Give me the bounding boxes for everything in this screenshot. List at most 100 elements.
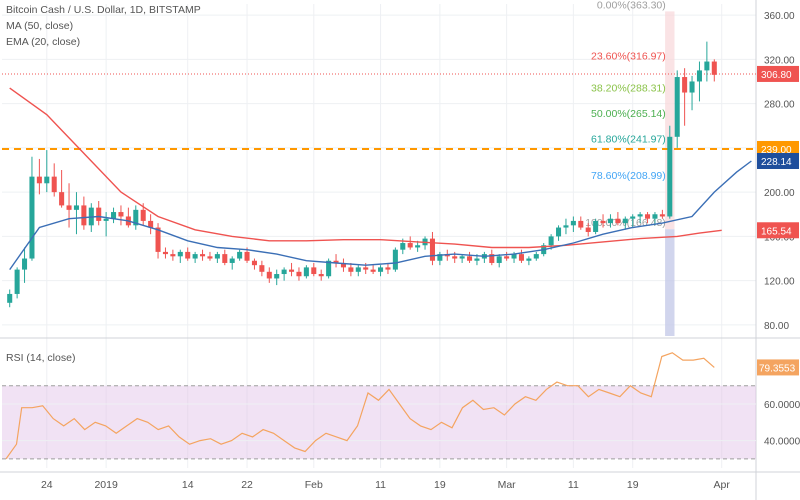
candle-body bbox=[289, 269, 295, 272]
candle-body bbox=[237, 251, 243, 259]
candle-body bbox=[81, 205, 87, 226]
candle-body bbox=[711, 61, 717, 75]
candle-body bbox=[103, 218, 109, 221]
candle-body bbox=[303, 267, 309, 277]
candle-body bbox=[363, 267, 369, 270]
x-tick-label: 24 bbox=[41, 479, 53, 491]
candle-body bbox=[674, 77, 680, 137]
fib-range-up bbox=[665, 11, 675, 230]
candle-body bbox=[682, 77, 688, 93]
candle-body bbox=[645, 214, 651, 219]
candle-body bbox=[556, 227, 562, 237]
price-tag-text: 165.54 bbox=[761, 226, 792, 237]
rsi-line bbox=[5, 352, 715, 460]
candle-body bbox=[326, 260, 332, 277]
candle-body bbox=[563, 225, 569, 228]
candle-body bbox=[415, 245, 421, 248]
candle-body bbox=[51, 176, 57, 193]
candle-body bbox=[593, 220, 599, 232]
candle-body bbox=[704, 61, 710, 71]
fib-label: 38.20%(288.31) bbox=[591, 82, 666, 94]
y-tick-label: 320.00 bbox=[764, 55, 795, 66]
rsi-panel[interactable] bbox=[2, 352, 756, 460]
candle-body bbox=[333, 260, 339, 263]
candle-body bbox=[29, 176, 35, 259]
candle-body bbox=[622, 218, 628, 224]
ma-50-line bbox=[9, 87, 722, 249]
candle-body bbox=[192, 254, 198, 259]
candle-body bbox=[200, 254, 206, 257]
candle-body bbox=[585, 227, 591, 232]
price-tag-text: 306.80 bbox=[761, 70, 792, 81]
candle-body bbox=[14, 269, 20, 294]
x-tick-label: Mar bbox=[498, 479, 517, 491]
x-tick-label: Feb bbox=[305, 479, 323, 491]
fib-label: 50.00%(265.14) bbox=[591, 108, 666, 120]
candle-body bbox=[22, 258, 28, 270]
rsi-tag-box bbox=[757, 359, 799, 376]
price-tag-box bbox=[757, 152, 799, 169]
candle-body bbox=[133, 209, 139, 226]
candle-body bbox=[111, 212, 117, 219]
price-tag-text: 228.14 bbox=[761, 157, 792, 168]
ma-legend: MA (50, close) bbox=[6, 20, 74, 32]
x-tick-label: 19 bbox=[627, 479, 639, 491]
candle-body bbox=[518, 254, 524, 261]
x-tick-label: 19 bbox=[434, 479, 446, 491]
candle-body bbox=[155, 227, 161, 252]
x-tick-label: 11 bbox=[375, 479, 386, 491]
candle-body bbox=[244, 251, 250, 261]
candle-body bbox=[437, 254, 443, 261]
x-tick-label: Apr bbox=[714, 479, 731, 491]
x-tick-label: 14 bbox=[182, 479, 194, 491]
y-tick-label: 120.00 bbox=[764, 277, 795, 288]
candle-body bbox=[281, 269, 287, 275]
candle-body bbox=[148, 220, 154, 228]
fib-label: 23.60%(316.97) bbox=[591, 51, 666, 63]
candle-body bbox=[207, 256, 213, 259]
price-tag-text: 239.00 bbox=[761, 145, 792, 156]
candle-body bbox=[615, 218, 621, 224]
candle-body bbox=[459, 256, 465, 259]
candle-body bbox=[659, 214, 665, 217]
time-axis: 24 2019 14 22 Feb 11 19 Mar 11 19 Apr bbox=[41, 479, 730, 491]
candle-body bbox=[73, 205, 79, 210]
candle-body bbox=[274, 274, 280, 279]
candle-body bbox=[548, 236, 554, 246]
x-tick-label: 2019 bbox=[94, 479, 118, 491]
candle-body bbox=[348, 267, 354, 272]
candle-body bbox=[429, 238, 435, 261]
rsi-tick-label: 40.0000 bbox=[764, 437, 800, 448]
price-tag-box bbox=[757, 65, 799, 82]
fib-label: 61.80%(241.97) bbox=[591, 134, 666, 146]
candle-body bbox=[533, 254, 539, 259]
candle-body bbox=[340, 262, 346, 268]
candle-body bbox=[504, 256, 510, 259]
candle-body bbox=[667, 136, 673, 217]
candle-body bbox=[400, 243, 406, 250]
candle-body bbox=[511, 254, 517, 259]
price-tag-box bbox=[757, 140, 799, 157]
candle-body bbox=[170, 254, 176, 257]
fib-label: 0.00%(363.30) bbox=[597, 0, 666, 11]
candle-body bbox=[607, 218, 613, 224]
candle-body bbox=[177, 251, 183, 257]
candle-body bbox=[296, 271, 302, 277]
candle-body bbox=[162, 251, 168, 255]
candle-body bbox=[222, 254, 228, 263]
y-tick-label: 80.00 bbox=[764, 321, 789, 332]
candle-body bbox=[489, 254, 495, 263]
candle-body bbox=[318, 274, 324, 277]
candle-body bbox=[407, 243, 413, 248]
fibonacci-labels: 0.00%(363.30) 23.60%(316.97) 38.20%(288.31… bbox=[585, 0, 666, 229]
candle-body bbox=[630, 216, 636, 219]
x-tick-label: 11 bbox=[568, 479, 579, 491]
x-tick-label: 22 bbox=[241, 479, 253, 491]
rsi-tag-text: 79.3553 bbox=[759, 363, 796, 374]
candle-body bbox=[7, 293, 13, 303]
candle-body bbox=[259, 265, 265, 272]
